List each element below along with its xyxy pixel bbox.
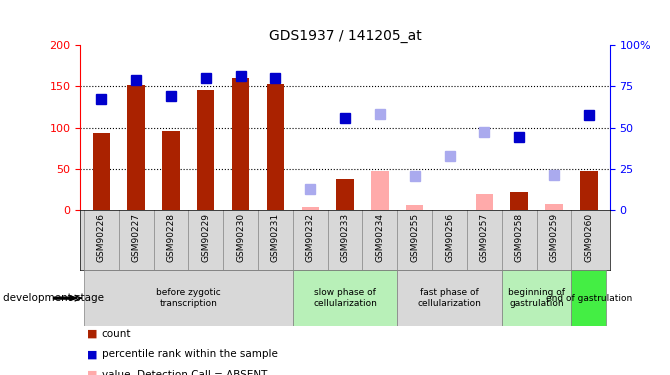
Bar <box>162 131 180 210</box>
Text: GSM90259: GSM90259 <box>549 213 559 262</box>
Bar <box>397 270 502 326</box>
Text: GSM90227: GSM90227 <box>131 213 141 262</box>
Text: ■: ■ <box>87 350 98 359</box>
Bar <box>511 192 528 210</box>
Bar <box>267 84 284 210</box>
Bar <box>92 133 110 210</box>
Text: percentile rank within the sample: percentile rank within the sample <box>102 350 278 359</box>
Bar <box>545 204 563 210</box>
Text: before zygotic
transcription: before zygotic transcription <box>156 288 220 308</box>
Text: ■: ■ <box>87 370 98 375</box>
Bar <box>476 194 493 210</box>
Text: GSM90260: GSM90260 <box>584 213 594 262</box>
Text: GSM90256: GSM90256 <box>445 213 454 262</box>
Bar <box>232 78 249 210</box>
Text: GSM90257: GSM90257 <box>480 213 489 262</box>
Bar <box>197 90 214 210</box>
Text: GSM90234: GSM90234 <box>375 213 385 262</box>
Text: GSM90233: GSM90233 <box>340 213 350 262</box>
Bar <box>406 205 423 210</box>
Bar <box>293 270 397 326</box>
Text: GSM90229: GSM90229 <box>201 213 210 262</box>
Text: fast phase of
cellularization: fast phase of cellularization <box>417 288 482 308</box>
Title: GDS1937 / 141205_at: GDS1937 / 141205_at <box>269 28 421 43</box>
Text: slow phase of
cellularization: slow phase of cellularization <box>313 288 377 308</box>
Text: GSM90230: GSM90230 <box>236 213 245 262</box>
Text: development stage: development stage <box>3 293 105 303</box>
Bar <box>336 180 354 210</box>
Bar <box>572 270 606 326</box>
Text: end of gastrulation: end of gastrulation <box>545 294 632 303</box>
Text: GSM90226: GSM90226 <box>96 213 106 262</box>
Text: GSM90255: GSM90255 <box>410 213 419 262</box>
Bar <box>84 270 293 326</box>
Text: GSM90228: GSM90228 <box>166 213 176 262</box>
Bar <box>502 270 572 326</box>
Bar <box>302 207 319 210</box>
Text: ■: ■ <box>87 329 98 339</box>
Bar <box>127 85 145 210</box>
Text: beginning of
gastrulation: beginning of gastrulation <box>508 288 565 308</box>
Text: GSM90232: GSM90232 <box>306 213 315 262</box>
Bar <box>580 171 598 210</box>
Text: value, Detection Call = ABSENT: value, Detection Call = ABSENT <box>102 370 267 375</box>
Text: GSM90258: GSM90258 <box>515 213 524 262</box>
Text: count: count <box>102 329 131 339</box>
Text: GSM90231: GSM90231 <box>271 213 280 262</box>
Bar <box>371 171 389 210</box>
